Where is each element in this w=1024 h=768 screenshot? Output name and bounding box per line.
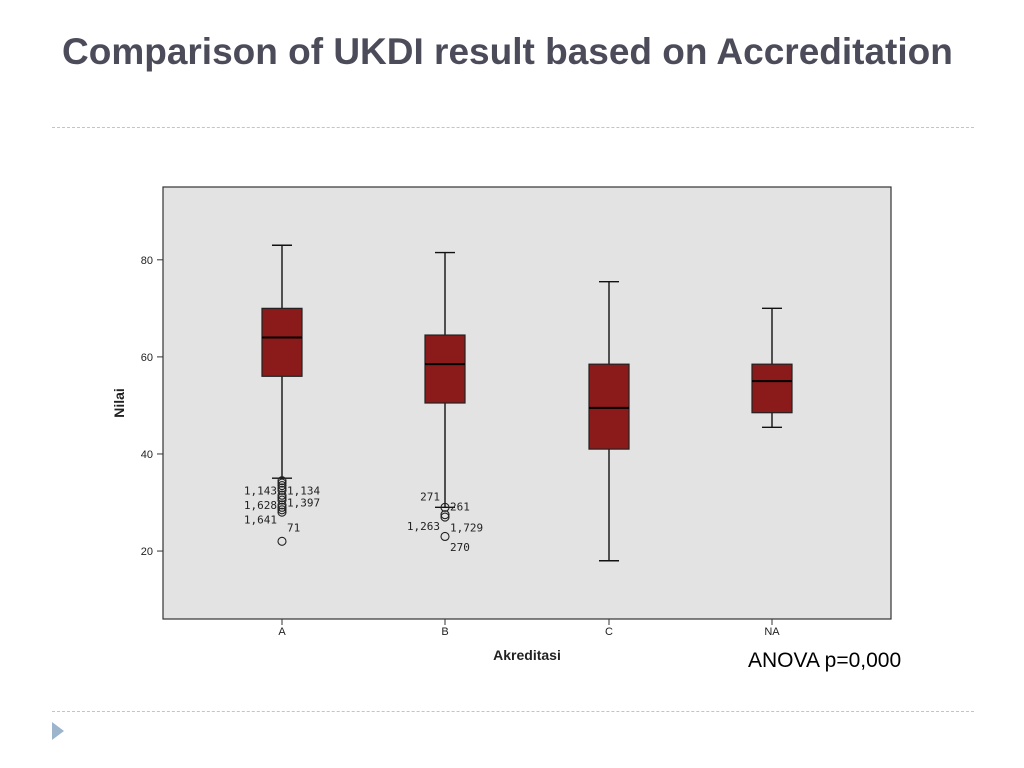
box-B — [424, 334, 466, 404]
outlier-label: 271 — [420, 491, 440, 504]
x-tick-label: A — [278, 626, 286, 638]
slide-title: Comparison of UKDI result based on Accre… — [62, 31, 953, 72]
outlier-label: 1,397 — [287, 497, 320, 510]
x-tick-label: B — [441, 626, 448, 638]
outlier-point — [277, 483, 287, 493]
y-tick-label: 20 — [141, 546, 153, 558]
box-C — [588, 363, 630, 450]
outlier-label: 1,641 — [244, 513, 277, 526]
outlier-label: 1,628 — [244, 499, 277, 512]
outlier-point — [277, 502, 287, 512]
outlier-point — [440, 512, 450, 522]
triangle-bullet-icon — [52, 722, 64, 740]
outlier-point — [277, 505, 287, 515]
anova-annotation: ANOVA p=0,000 — [748, 649, 902, 672]
y-tick-label: 60 — [141, 352, 153, 364]
outlier-label: 1,134 — [287, 484, 320, 497]
outlier-label: 1,263 — [407, 520, 440, 533]
x-axis-label: Akreditasi — [493, 647, 561, 663]
box-NA — [751, 363, 793, 414]
outlier-point — [277, 495, 287, 505]
y-axis: 20 40 60 80 — [141, 255, 163, 558]
outlier-point — [277, 536, 287, 546]
outlier-point — [440, 502, 450, 512]
y-tick-label: 40 — [141, 449, 153, 461]
outlier-label: 270 — [450, 541, 470, 554]
outlier-label: 1,729 — [450, 522, 483, 535]
box-A — [261, 307, 303, 377]
outlier-point — [277, 507, 287, 517]
boxes-layer — [261, 244, 793, 562]
outlier-point — [277, 480, 287, 491]
outlier-label: 261 — [450, 500, 470, 513]
y-axis-label: Nilai — [111, 388, 127, 418]
outlier-point — [277, 500, 287, 510]
outlier-point — [277, 493, 287, 503]
x-tick-label: C — [605, 626, 613, 638]
title-divider — [52, 127, 974, 128]
outlier-point — [277, 490, 287, 500]
outlier-point — [440, 531, 450, 542]
outlier-label: 1,143 — [244, 484, 277, 497]
outlier-point — [277, 478, 287, 488]
outlier-point — [277, 485, 287, 495]
x-axis: A B C NA — [278, 619, 780, 638]
x-tick-label: NA — [764, 626, 780, 638]
outlier-point — [277, 476, 287, 486]
outlier-label: 71 — [287, 522, 300, 535]
outlier-point — [440, 510, 450, 520]
y-tick-label: 80 — [141, 255, 153, 267]
footer-divider — [52, 711, 974, 712]
outliers-layer: 1,143 1,134 1,628 1,397 1,641 71 271 261 1,263 1,… — [244, 476, 483, 554]
